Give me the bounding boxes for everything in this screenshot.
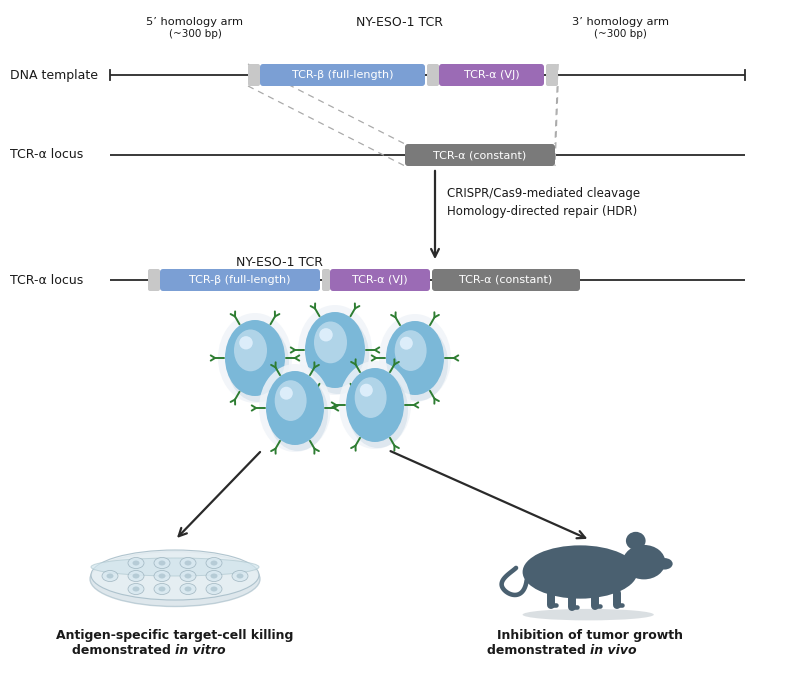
Ellipse shape (90, 551, 260, 606)
Ellipse shape (319, 328, 333, 341)
FancyBboxPatch shape (248, 64, 260, 86)
Ellipse shape (158, 573, 166, 579)
Ellipse shape (234, 330, 267, 371)
Ellipse shape (400, 336, 413, 350)
Text: CRISPR/Cas9-mediated cleavage: CRISPR/Cas9-mediated cleavage (447, 186, 640, 199)
Ellipse shape (154, 583, 170, 594)
Text: TCR-α locus: TCR-α locus (10, 149, 83, 162)
FancyBboxPatch shape (405, 144, 555, 166)
Ellipse shape (268, 375, 328, 451)
Ellipse shape (133, 586, 139, 592)
Ellipse shape (622, 545, 666, 579)
Ellipse shape (339, 361, 411, 449)
FancyBboxPatch shape (432, 269, 580, 291)
Text: (~300 bp): (~300 bp) (169, 29, 222, 39)
Text: (~300 bp): (~300 bp) (594, 29, 646, 39)
Ellipse shape (354, 378, 386, 418)
Ellipse shape (91, 558, 259, 576)
Ellipse shape (128, 583, 144, 594)
Ellipse shape (210, 573, 218, 579)
FancyBboxPatch shape (260, 64, 425, 86)
Ellipse shape (388, 325, 448, 401)
Ellipse shape (185, 573, 191, 579)
Ellipse shape (274, 380, 306, 421)
FancyBboxPatch shape (322, 269, 330, 291)
Ellipse shape (210, 586, 218, 592)
Ellipse shape (298, 305, 372, 395)
Ellipse shape (307, 316, 369, 394)
Text: TCR-α (VJ): TCR-α (VJ) (464, 70, 519, 80)
Ellipse shape (180, 571, 196, 581)
Ellipse shape (154, 571, 170, 581)
Ellipse shape (180, 583, 196, 594)
Text: NY-ESO-1 TCR: NY-ESO-1 TCR (237, 256, 323, 269)
Ellipse shape (154, 557, 170, 569)
Ellipse shape (206, 583, 222, 594)
Ellipse shape (185, 586, 191, 592)
Ellipse shape (346, 368, 404, 442)
Text: TCR-α (constant): TCR-α (constant) (459, 275, 553, 285)
FancyBboxPatch shape (330, 269, 430, 291)
Ellipse shape (394, 330, 426, 371)
Text: 5’ homology arm: 5’ homology arm (146, 17, 243, 27)
Ellipse shape (360, 384, 373, 396)
Ellipse shape (158, 561, 166, 565)
Ellipse shape (206, 571, 222, 581)
Ellipse shape (237, 573, 243, 579)
Text: 3’ homology arm: 3’ homology arm (571, 17, 669, 27)
Ellipse shape (626, 532, 646, 550)
Text: Antigen-specific target-cell killing: Antigen-specific target-cell killing (56, 629, 294, 641)
Ellipse shape (185, 561, 191, 565)
Ellipse shape (180, 557, 196, 569)
Ellipse shape (348, 372, 408, 448)
Ellipse shape (225, 320, 285, 396)
Ellipse shape (206, 557, 222, 569)
FancyBboxPatch shape (160, 269, 320, 291)
Ellipse shape (128, 557, 144, 569)
Ellipse shape (218, 313, 292, 403)
Ellipse shape (210, 561, 218, 565)
Ellipse shape (158, 586, 166, 592)
Ellipse shape (280, 387, 293, 400)
Ellipse shape (314, 322, 347, 363)
Ellipse shape (128, 571, 144, 581)
Ellipse shape (227, 324, 289, 402)
FancyBboxPatch shape (427, 64, 439, 86)
Ellipse shape (522, 545, 638, 599)
Ellipse shape (102, 571, 118, 581)
Ellipse shape (106, 573, 114, 579)
Text: demonstrated: demonstrated (486, 643, 590, 656)
Ellipse shape (239, 336, 253, 349)
Text: Homology-directed repair (HDR): Homology-directed repair (HDR) (447, 205, 638, 219)
Ellipse shape (259, 364, 331, 452)
FancyBboxPatch shape (546, 64, 558, 86)
Text: NY-ESO-1 TCR: NY-ESO-1 TCR (357, 15, 443, 28)
FancyBboxPatch shape (148, 269, 160, 291)
Ellipse shape (305, 312, 365, 388)
FancyBboxPatch shape (439, 64, 544, 86)
Text: TCR-β (full-length): TCR-β (full-length) (292, 70, 394, 80)
Text: TCR-β (full-length): TCR-β (full-length) (190, 275, 290, 285)
Ellipse shape (91, 550, 259, 600)
Text: demonstrated: demonstrated (72, 643, 175, 656)
Ellipse shape (522, 609, 654, 621)
Ellipse shape (386, 321, 444, 395)
Ellipse shape (232, 571, 248, 581)
Text: in vivo: in vivo (590, 643, 637, 656)
Text: TCR-α (VJ): TCR-α (VJ) (352, 275, 408, 285)
Text: DNA template: DNA template (10, 69, 98, 81)
Text: TCR-α locus: TCR-α locus (10, 273, 83, 287)
Text: Inhibition of tumor growth: Inhibition of tumor growth (497, 629, 683, 641)
Ellipse shape (379, 314, 451, 402)
Text: in vitro: in vitro (175, 643, 226, 656)
Ellipse shape (133, 573, 139, 579)
Ellipse shape (656, 558, 673, 569)
Ellipse shape (133, 561, 139, 565)
Text: TCR-α (constant): TCR-α (constant) (434, 150, 526, 160)
Ellipse shape (266, 371, 324, 445)
